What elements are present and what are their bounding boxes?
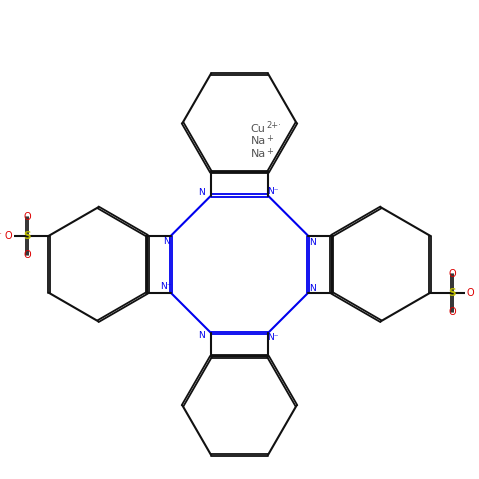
Text: N⁻: N⁻ <box>268 333 279 342</box>
Text: O: O <box>467 288 475 298</box>
Text: N: N <box>198 331 205 340</box>
Text: Na: Na <box>251 136 266 146</box>
Text: N⁻: N⁻ <box>267 187 278 195</box>
Text: +: + <box>266 147 274 156</box>
Text: Cu: Cu <box>251 124 266 134</box>
Text: O: O <box>448 307 456 317</box>
Text: O: O <box>23 250 31 260</box>
Text: O: O <box>23 212 31 222</box>
Text: O: O <box>4 231 12 241</box>
Text: 2+·: 2+· <box>266 121 281 130</box>
Text: S: S <box>448 288 456 298</box>
Text: Na: Na <box>251 149 266 159</box>
Text: N⁻: N⁻ <box>160 282 172 291</box>
Text: +: + <box>266 134 274 143</box>
Text: N: N <box>198 188 205 197</box>
Text: N: N <box>163 237 170 246</box>
Text: N: N <box>309 284 316 293</box>
Text: O: O <box>448 269 456 279</box>
Text: N: N <box>309 238 316 247</box>
Text: S: S <box>23 231 31 241</box>
